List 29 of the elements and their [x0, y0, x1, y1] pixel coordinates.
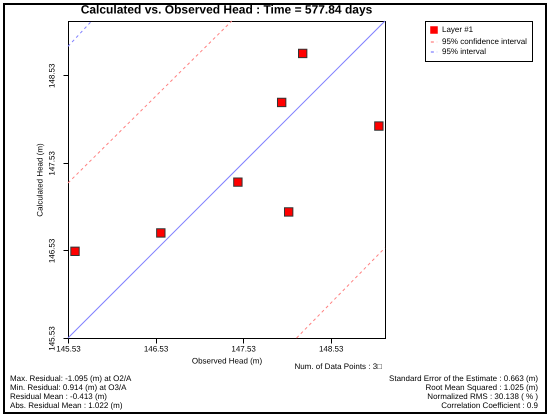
point	[298, 48, 308, 58]
legend-label: Layer #1	[442, 25, 474, 34]
text: Max. Residual: -1.095 (m) at O2/A	[10, 374, 132, 383]
y-tick-label: 147.53	[48, 150, 56, 176]
text: Min. Residual: 0.914 (m) at O3/A	[10, 383, 126, 392]
x-tick-label: 146.53	[144, 344, 169, 354]
point	[233, 177, 243, 187]
text: Correlation Coefficient : 0.9	[441, 401, 538, 410]
text: Num. of Data Points : 3□	[294, 362, 382, 371]
point	[276, 98, 286, 108]
legend-label: 95% interval	[442, 47, 486, 56]
point	[156, 228, 166, 238]
y-axis-title: Calculated Head (m)	[36, 142, 44, 217]
point	[70, 246, 80, 256]
chart-title: Calculated vs. Observed Head : Time = 577.84 days	[80, 2, 373, 16]
x-tick-label: 148.53	[318, 344, 344, 354]
text: Residual Mean : -0.413 (m)	[10, 392, 107, 401]
x-tick-label: 145.53	[56, 344, 82, 354]
y-tick-label: 148.53	[48, 63, 56, 88]
y-tick-label: 146.53	[48, 238, 56, 264]
legend-label: 95% confidence interval	[442, 37, 528, 46]
x-axis-title: Observed Head (m)	[192, 356, 262, 366]
text: Root Mean Squared : 1.025 (m)	[425, 383, 538, 392]
point	[284, 207, 294, 217]
x-tick-label: 147.53	[231, 344, 256, 354]
text: Standard Error of the Estimate : 0.663 (m)	[389, 374, 538, 383]
text: Normalized RMS : 30.138 ( % )	[427, 392, 538, 401]
point	[374, 121, 384, 131]
text: Abs. Residual Mean : 1.022 (m)	[10, 401, 122, 410]
